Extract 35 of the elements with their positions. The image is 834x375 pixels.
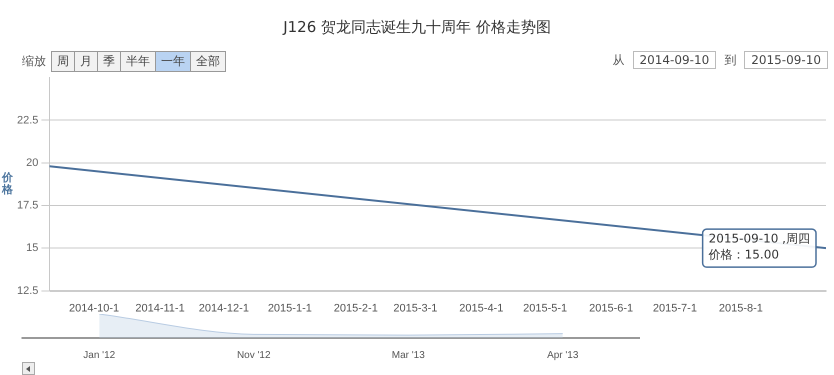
x-tick-label: Jan '12 <box>83 350 116 361</box>
chart-title: J126 贺龙同志诞生九十周年 价格走势图 <box>282 18 552 37</box>
annotation: 价格：15.00 <box>708 247 779 262</box>
text: 缩放 <box>22 53 46 70</box>
text: 到 <box>724 52 736 68</box>
x-tick-label: 2015-7-1 <box>652 302 697 314</box>
y-tick-label: 17.5 <box>16 200 38 212</box>
x-tick-label: Nov '12 <box>236 350 271 361</box>
x-tick-label: 2015-1-1 <box>268 302 312 314</box>
y-tick-label: 12.5 <box>16 284 38 297</box>
x-tick-label: 2015-5-1 <box>523 302 568 314</box>
text: 一年 <box>155 51 191 72</box>
y-axis-title: 价格 <box>2 171 13 196</box>
x-tick-label: 2014-12-1 <box>198 302 249 314</box>
x-tick-label: Mar '13 <box>392 350 426 361</box>
text: 半年 <box>120 51 156 72</box>
text: 全部 <box>190 51 226 72</box>
x-tick-label: 2015-8-1 <box>718 302 763 314</box>
y-tick-label: 22.5 <box>16 114 38 126</box>
x-tick-label: 2015-3-1 <box>393 302 438 314</box>
text: 周 <box>51 51 75 72</box>
y-tick-label: 20 <box>26 156 38 169</box>
x-tick-label: 2014-11-1 <box>135 302 185 314</box>
annotation: 2015-09-10 ,周四 <box>708 231 810 246</box>
x-tick-label: 2015-6-1 <box>589 302 634 314</box>
text: 月 <box>74 51 98 72</box>
x-tick-label: 2015-2-1 <box>334 302 378 314</box>
text: 季 <box>97 51 121 72</box>
x-tick-label: Apr '13 <box>547 350 579 361</box>
y-tick-label: 15 <box>26 242 38 254</box>
x-tick-label: 2014-10-1 <box>69 302 120 314</box>
text: 2015-09-10 <box>744 51 828 69</box>
text: 从 <box>612 52 624 68</box>
x-tick-label: 2015-4-1 <box>459 302 504 314</box>
text: 2014-09-10 <box>632 51 716 69</box>
